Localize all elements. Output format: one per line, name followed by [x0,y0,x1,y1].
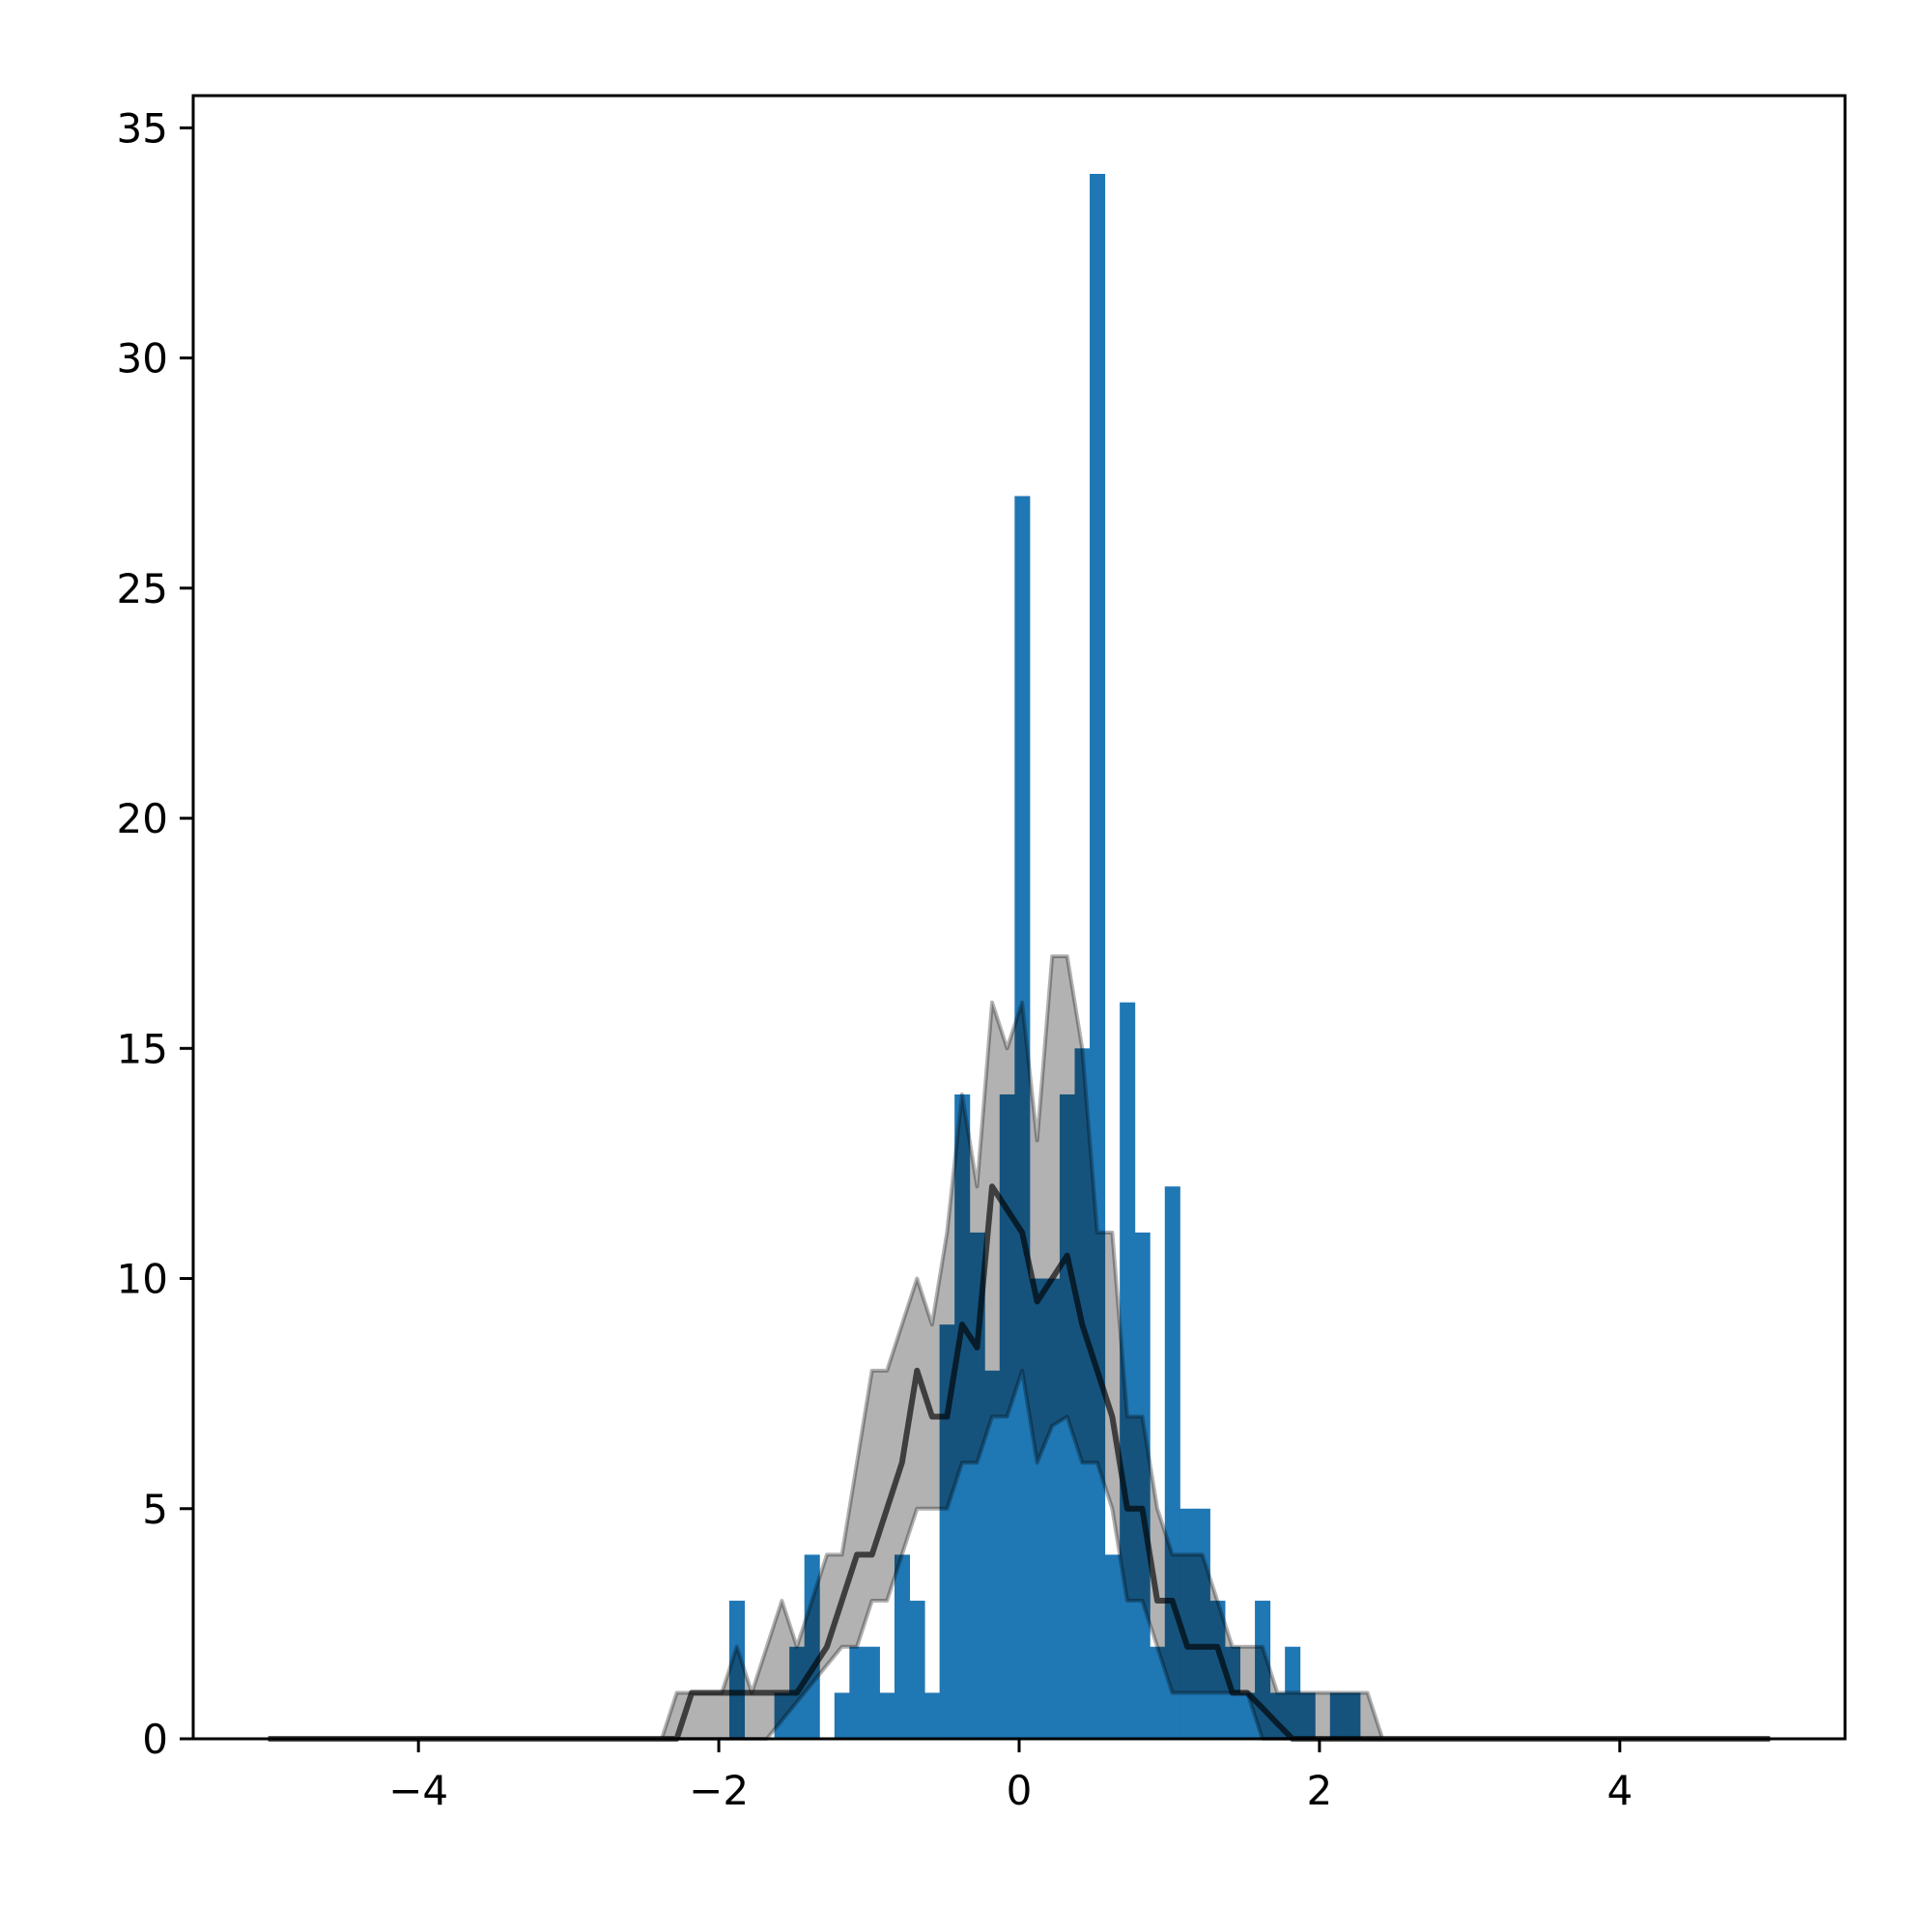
histogram-bar [774,1692,790,1739]
histogram-bar [939,1324,955,1739]
y-tick-label: 20 [117,795,168,842]
y-tick-label: 15 [117,1025,168,1072]
x-tick-label: −2 [689,1767,749,1814]
y-tick-label: 0 [142,1716,168,1763]
histogram-bar [834,1692,850,1739]
histogram-bar [1345,1692,1361,1739]
histogram-bar [1029,1278,1045,1739]
histogram-bar [969,1232,985,1739]
histogram-bar [728,1601,746,1739]
x-tick-label: −4 [388,1767,448,1814]
x-tick-label: 2 [1307,1767,1333,1814]
y-tick-label: 35 [117,104,168,152]
histogram-bar [1074,1048,1091,1739]
histogram-bar [1059,1094,1076,1739]
histogram-bar [1239,1692,1256,1739]
histogram-bar [894,1554,911,1739]
histogram-bar [1329,1692,1346,1739]
histogram-bar [924,1692,941,1739]
x-tick-label: 4 [1606,1767,1633,1814]
histogram-bar [1194,1508,1210,1739]
histogram-bar [1209,1601,1226,1739]
histogram-bar [954,1094,971,1739]
mean-line [268,1183,1771,1742]
histogram-bar [999,1094,1015,1739]
histogram-bar [1150,1646,1166,1739]
histogram-bar [984,1370,1001,1739]
histogram-bar [864,1646,880,1739]
histogram-bar [1134,1232,1151,1739]
histogram-bar [1179,1508,1196,1739]
histogram-bar [909,1601,925,1739]
histogram-bar [1044,1278,1061,1739]
y-tick-label: 10 [117,1256,168,1303]
y-axis: 0 5 10 15 20 25 30 35 [117,104,193,1763]
histogram-bar [1090,174,1106,1739]
histogram-bar [1014,496,1031,1739]
y-tick-label: 30 [117,335,168,383]
histogram-bar [1299,1692,1316,1739]
histogram-bar [879,1692,895,1739]
histogram-bar [849,1646,866,1739]
histogram-bar [1285,1646,1301,1739]
histogram-bar [804,1554,820,1739]
histogram-bars [728,174,1361,1739]
y-tick-label: 5 [142,1486,168,1533]
x-axis: −4 −2 0 2 4 [388,1739,1633,1814]
histogram-bar [1104,1554,1121,1739]
histogram-bar [1120,1002,1136,1739]
x-tick-label: 0 [1007,1767,1033,1814]
y-tick-label: 25 [117,565,168,612]
